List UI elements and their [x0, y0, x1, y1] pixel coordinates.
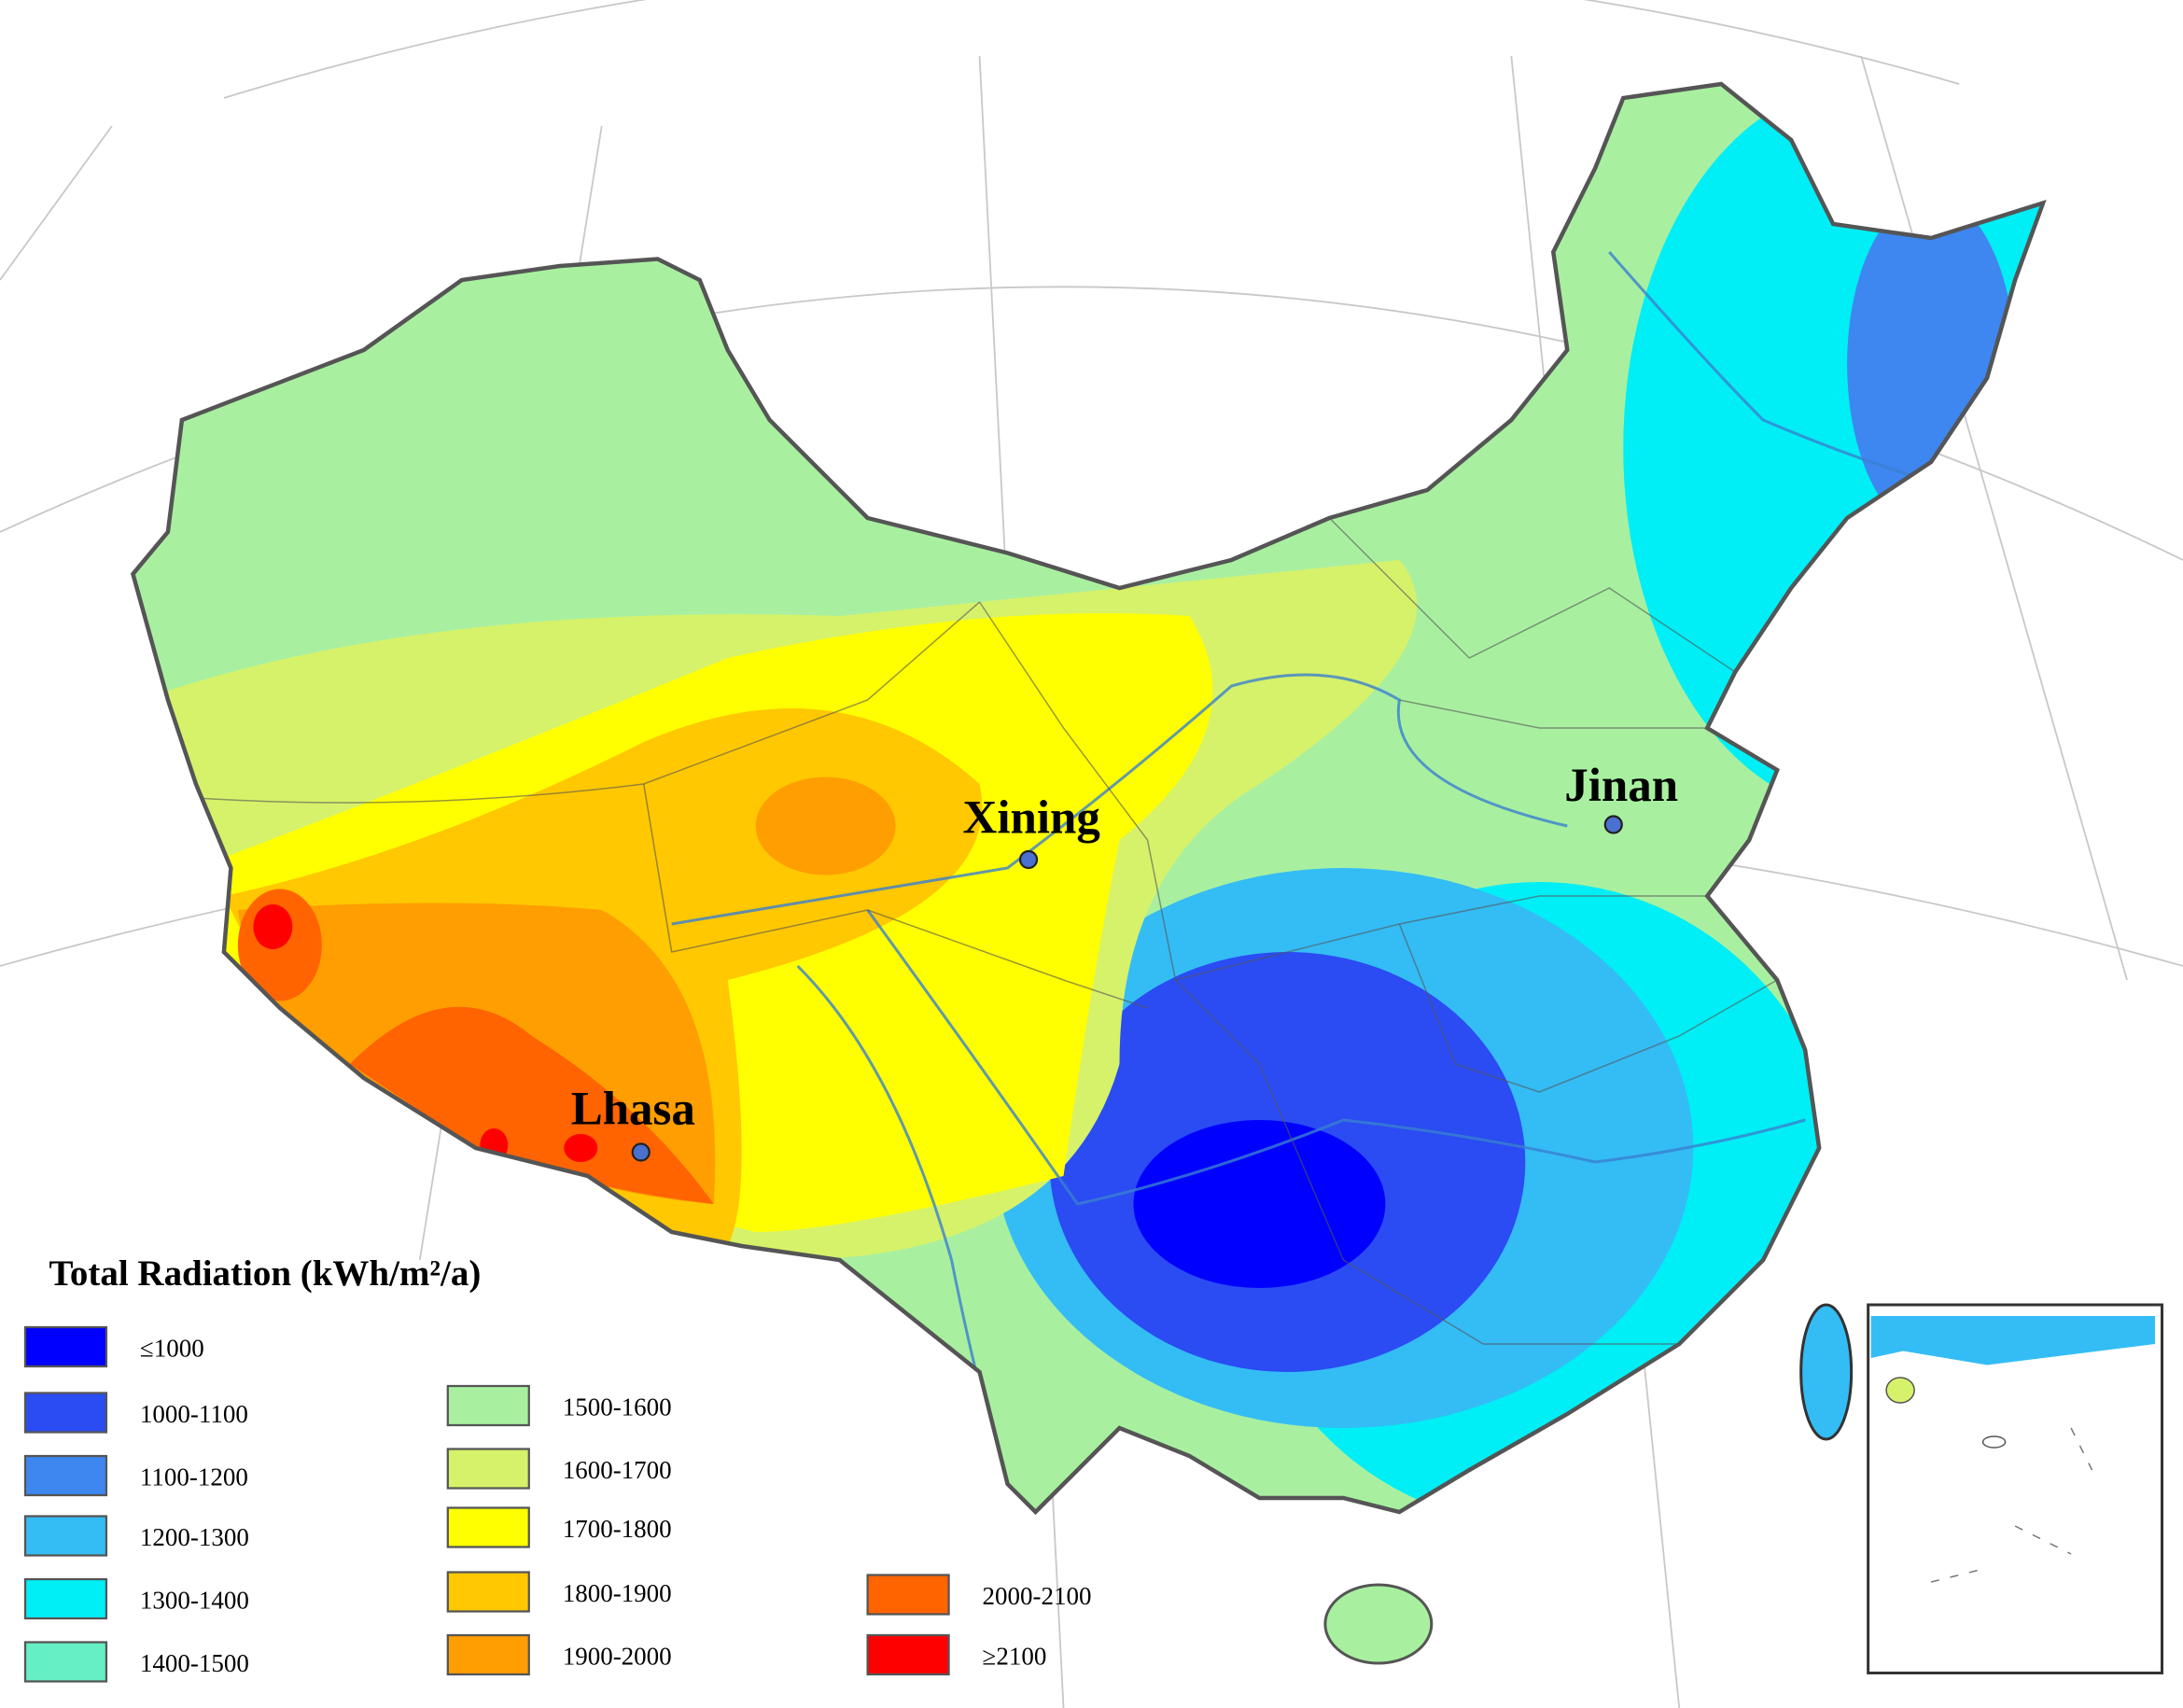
- islands: [1323, 1303, 1854, 1665]
- rivers: [671, 251, 1960, 1485]
- legend-label: 1100-1200: [140, 1463, 248, 1491]
- city-label: Lhasa: [571, 1083, 695, 1135]
- inset-map: [1867, 1303, 2164, 1674]
- legend-swatch: [446, 1384, 530, 1427]
- city-marker: [631, 1142, 651, 1162]
- legend-label: 1800-1900: [563, 1579, 672, 1607]
- legend-swatch: [23, 1454, 108, 1497]
- legend-swatch: [866, 1633, 950, 1676]
- legend-swatch: [23, 1515, 108, 1557]
- legend-swatch: [23, 1641, 108, 1683]
- legend-label: 1500-1600: [563, 1393, 672, 1421]
- legend-swatch: [866, 1574, 950, 1616]
- legend-swatch: [23, 1325, 108, 1368]
- city-label: Jinan: [1564, 760, 1678, 812]
- legend-label: 1700-1800: [563, 1515, 672, 1543]
- legend-swatch: [446, 1506, 530, 1548]
- city-marker: [1018, 849, 1039, 870]
- city-marker: [1603, 815, 1623, 834]
- cities: Xining Jinan Lhasa: [571, 760, 1678, 1162]
- legend-swatch: [446, 1571, 530, 1613]
- legend-swatch: [23, 1577, 108, 1620]
- legend-swatch: [446, 1633, 530, 1676]
- legend-label: 1600-1700: [563, 1456, 672, 1484]
- legend-swatch: [23, 1392, 108, 1434]
- province-borders: [195, 517, 1778, 1345]
- legend-label: 1200-1300: [140, 1523, 249, 1551]
- legend: ≤1000 1000-1100 1100-1200 1200-1300 1300-140…: [23, 1325, 1092, 1683]
- legend-label: 1400-1500: [140, 1649, 249, 1677]
- legend-label: ≥2100: [983, 1642, 1047, 1670]
- legend-label: 1000-1100: [140, 1400, 248, 1428]
- legend-label: 2000-2100: [983, 1582, 1092, 1610]
- legend-label: ≤1000: [140, 1334, 204, 1362]
- legend-label: 1300-1400: [140, 1586, 249, 1614]
- city-label: Xining: [963, 791, 1100, 844]
- legend-label: 1900-2000: [563, 1642, 672, 1670]
- legend-title: Total Radiation (kWh/m²/a): [49, 1253, 481, 1294]
- legend-swatch: [446, 1448, 530, 1490]
